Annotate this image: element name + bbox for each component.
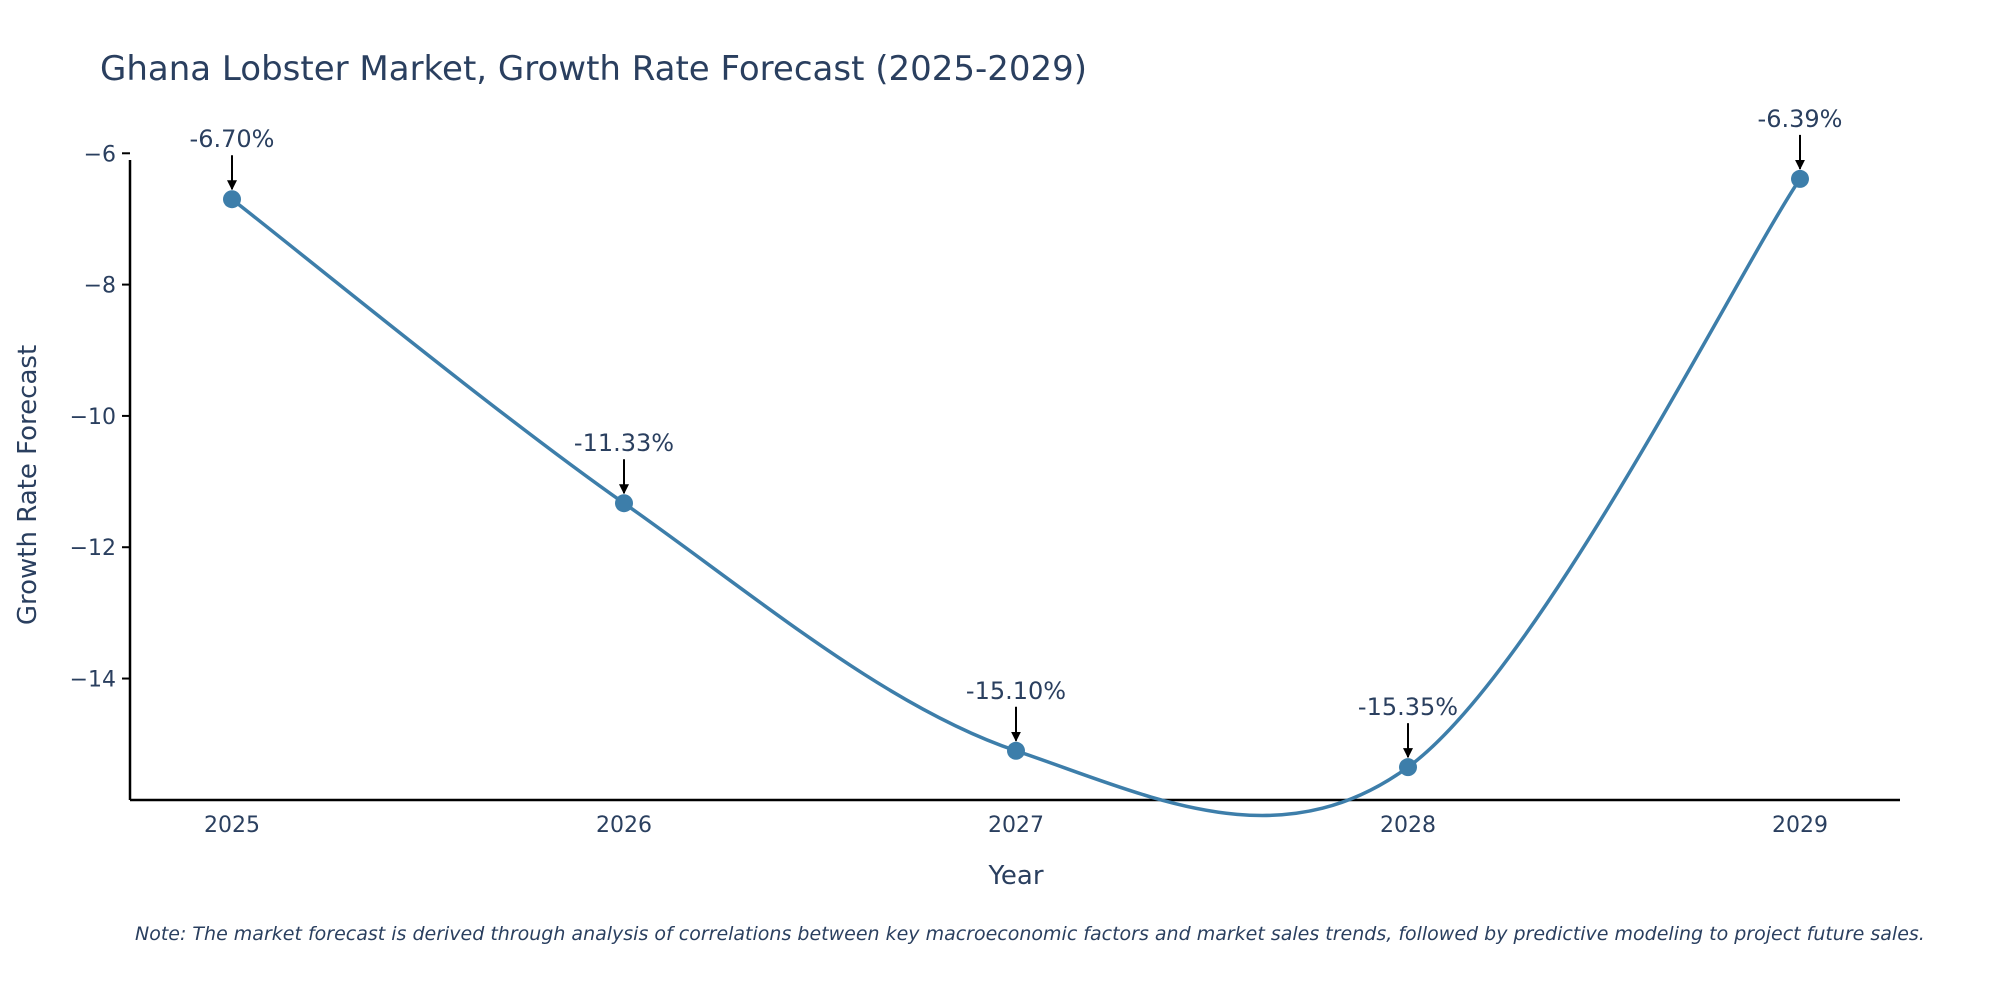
data-label: -11.33% (574, 429, 674, 457)
x-axis-title: Year (987, 861, 1043, 891)
x-tick-label: 2027 (988, 813, 1044, 838)
y-axis-title: Growth Rate Forecast (13, 345, 43, 625)
y-tick-label: −8 (84, 274, 116, 299)
data-point (615, 494, 633, 513)
y-tick-label: −14 (70, 668, 116, 693)
data-label: -6.39% (1758, 105, 1843, 133)
data-point (1399, 758, 1417, 777)
plot-area: −6 −8 −10 −12 −14 2025 2026 2027 2028 2029 -6.70% -… (70, 105, 1900, 838)
x-tick-label: 2028 (1380, 813, 1436, 838)
data-label: -6.70% (190, 125, 275, 153)
y-tick-label: −6 (84, 142, 116, 167)
x-tick-label: 2029 (1772, 813, 1828, 838)
data-label: -15.35% (1358, 693, 1458, 721)
series-line (230, 177, 1802, 818)
data-point (1007, 741, 1025, 760)
chart-title: Ghana Lobster Market, Growth Rate Foreca… (100, 49, 1087, 89)
x-tick-label: 2026 (596, 813, 652, 838)
data-point (1791, 169, 1809, 188)
data-point (223, 190, 241, 209)
data-label: -15.10% (966, 677, 1066, 705)
x-tick-label: 2025 (204, 813, 260, 838)
y-tick-label: −12 (70, 536, 116, 561)
y-tick-label: −10 (70, 405, 116, 430)
footnote: Note: The market forecast is derived thr… (135, 923, 1925, 945)
